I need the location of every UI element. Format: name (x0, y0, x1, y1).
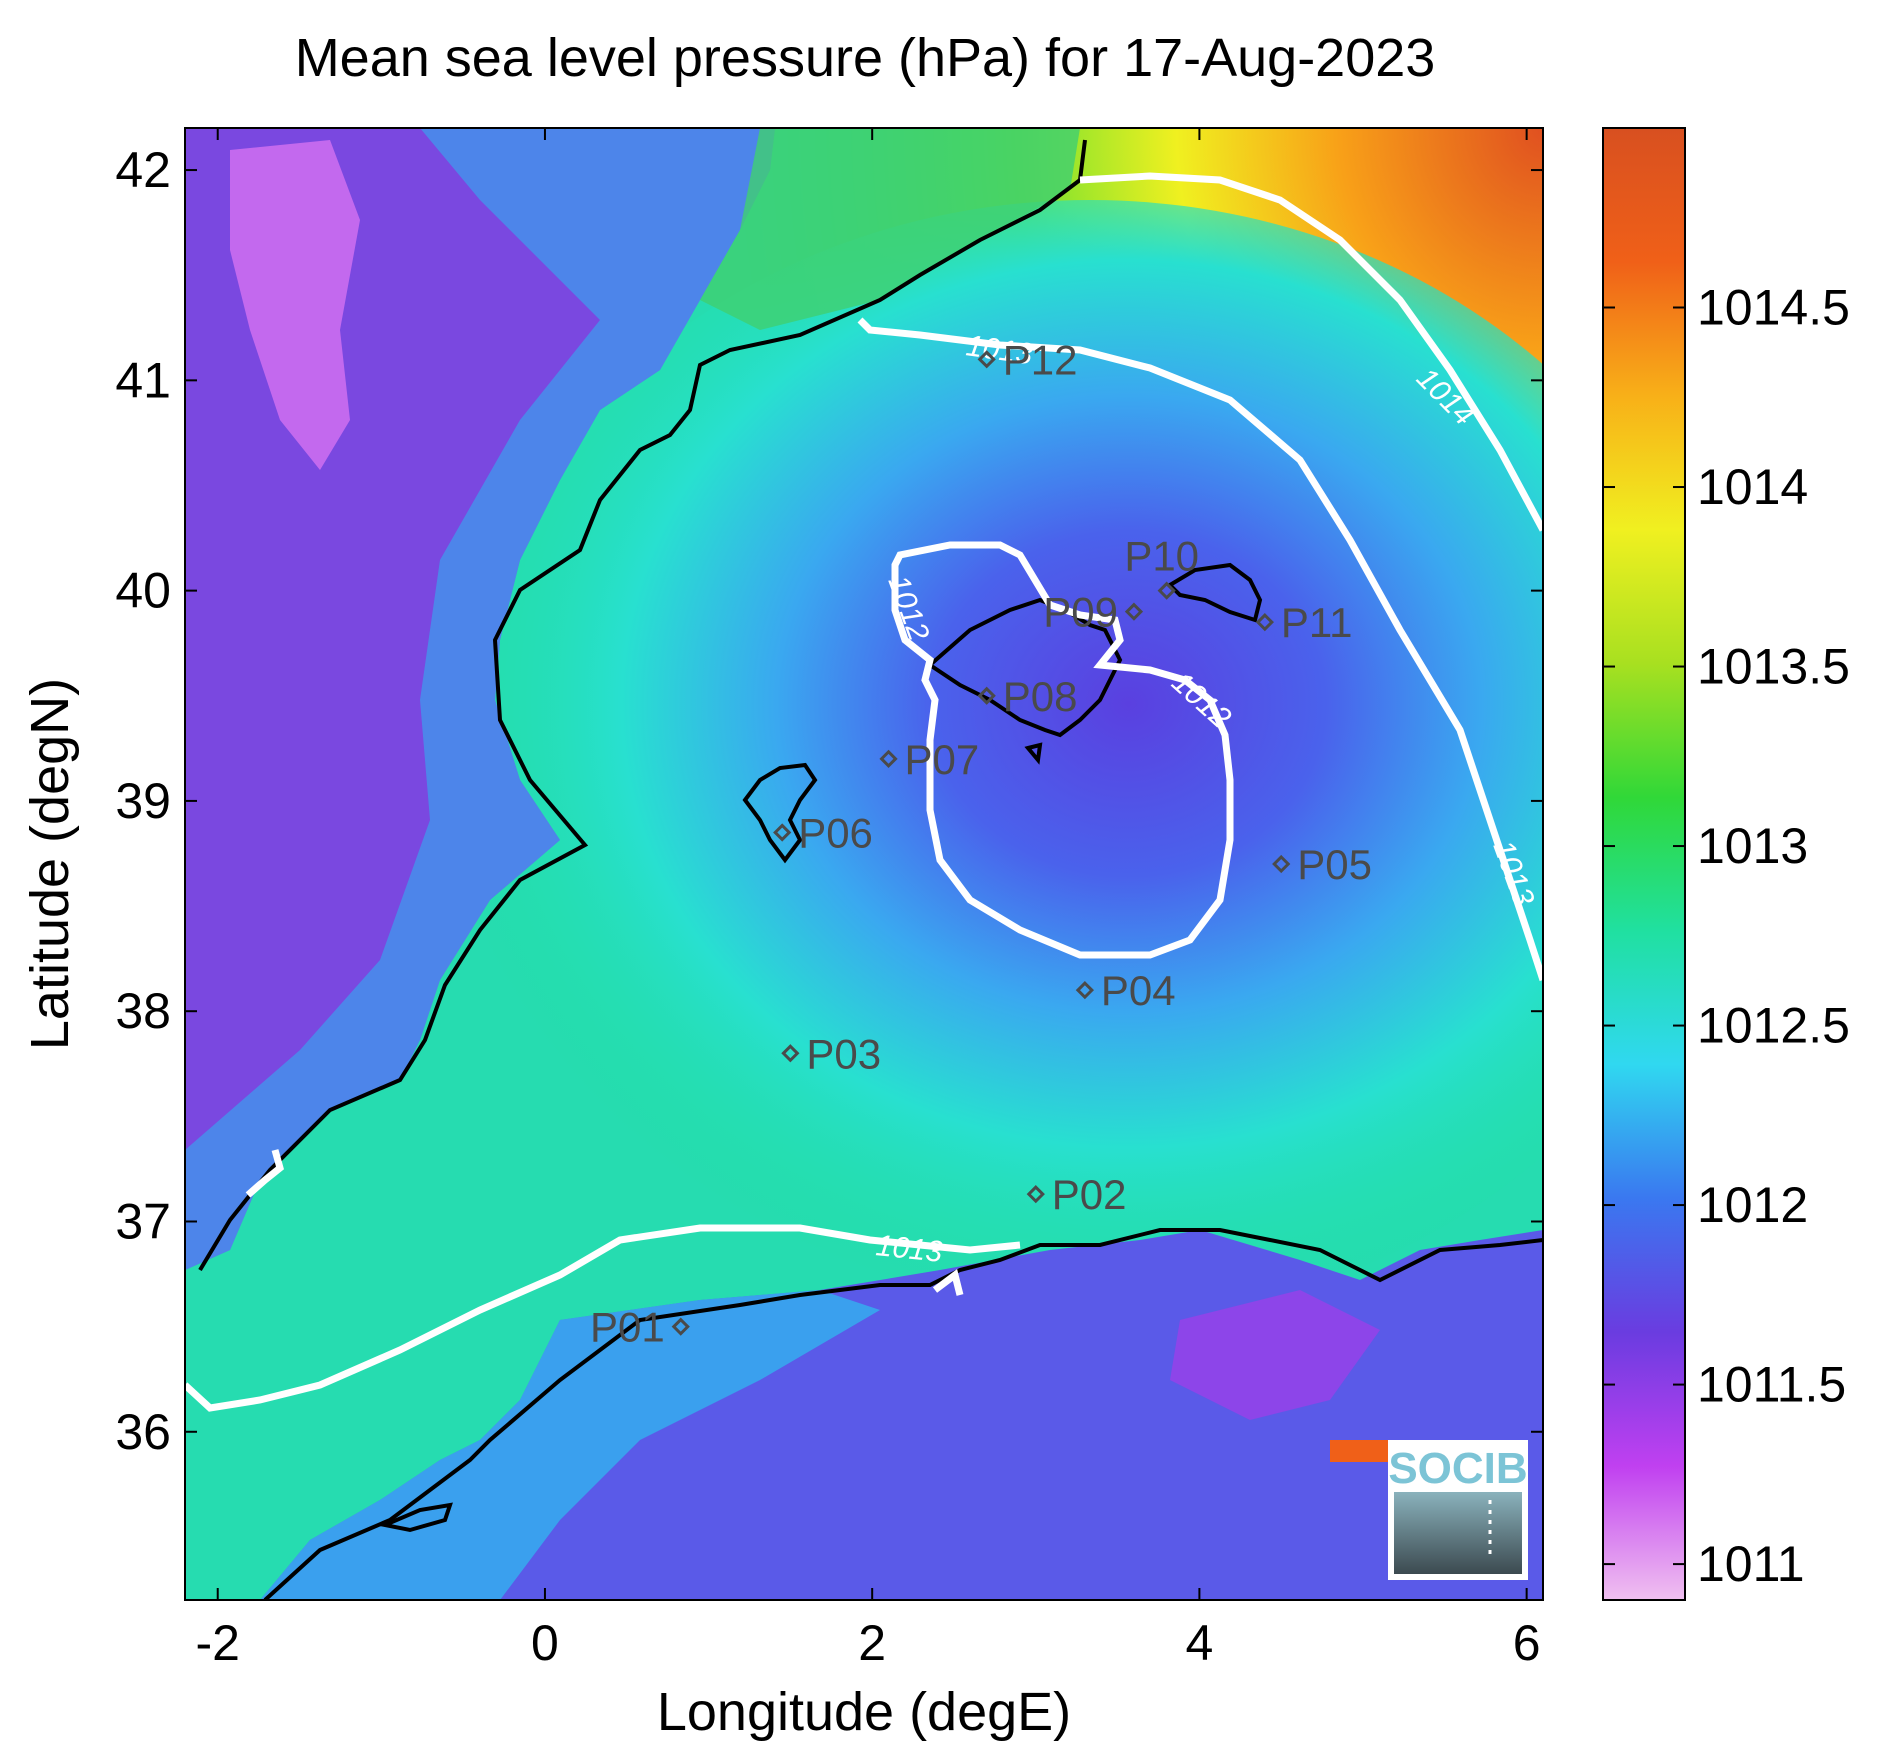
contour-label-1013-c: 1013 (874, 1229, 944, 1269)
colorbar-tick-label: 1013.5 (1697, 639, 1850, 695)
station-marker (1157, 581, 1176, 600)
x-tick-label: 4 (1186, 1615, 1214, 1671)
colorbar: 1011 1011.5 1012 1012.5 1013 1013.5 1014 1014.5 (1602, 127, 1850, 1601)
iberia-highland (230, 140, 360, 470)
x-axis: -2 0 2 4 6 (195, 128, 1541, 1671)
station-marker (773, 823, 792, 842)
colorbar-tick-label: 1014 (1697, 459, 1808, 515)
contour-1012-low (891, 541, 1234, 959)
station-label: P10 (1124, 533, 1199, 580)
x-tick-label: 6 (1513, 1615, 1541, 1671)
map-plot-area: 1012 1012 1013 1013 1013 1014 P01P02P03P… (185, 128, 1543, 1600)
africa-highland (1170, 1290, 1380, 1420)
socib-logo-image (1394, 1492, 1522, 1574)
ibiza-coastline (742, 762, 818, 864)
iberia-land-coast-band (185, 128, 775, 1270)
station-label: P08 (1003, 673, 1078, 720)
y-tick-label: 40 (115, 563, 171, 619)
mallorca-coastline (926, 597, 1123, 738)
colorbar-tick-label: 1014.5 (1697, 280, 1850, 336)
contour-1014 (1079, 172, 1543, 532)
station-label: P12 (1003, 336, 1078, 383)
colorbar-tick-label: 1012.5 (1697, 998, 1850, 1054)
colorbar-ticks: 1011 1011.5 1012 1012.5 1013 1013.5 1014 1014.5 (1603, 280, 1850, 1592)
station-marker (781, 1044, 800, 1063)
africa-coastline (263, 1228, 1543, 1600)
x-tick-label: 0 (531, 1615, 559, 1671)
iberia-coastline (198, 139, 1087, 1272)
coastlines (198, 139, 1543, 1600)
y-tick-label: 36 (115, 1404, 171, 1460)
y-tick-label: 38 (115, 983, 171, 1039)
station-marker (977, 350, 996, 369)
station-label: P11 (1281, 599, 1353, 646)
colorbar-tick-label: 1011.5 (1697, 1357, 1846, 1413)
colorbar-fill (1603, 128, 1685, 1600)
station-label: P05 (1297, 841, 1372, 888)
colorbar-tick-label: 1012 (1697, 1177, 1808, 1233)
station-marker (1075, 981, 1095, 1000)
menorca-coastline (1166, 562, 1263, 623)
map-frame (184, 127, 1544, 1601)
station-label: P01 (590, 1304, 665, 1351)
colorbar-frame (1602, 127, 1686, 1601)
station-marker (1124, 602, 1144, 621)
y-axis: 36 37 38 39 40 41 42 (115, 142, 1543, 1460)
station-label: P06 (798, 809, 873, 856)
x-axis-label: Longitude (degE) (657, 1682, 1071, 1742)
y-axis-label: Latitude (degN) (20, 678, 80, 1050)
contour-1013-south (185, 1224, 1021, 1412)
contour-1012-segment (245, 1149, 284, 1198)
station-label: P04 (1101, 967, 1176, 1014)
y-tick-label: 39 (115, 773, 171, 829)
socib-logo: SOCIB (1388, 1440, 1528, 1580)
africa-hot-spot (1330, 1440, 1390, 1462)
station-label: P03 (806, 1030, 881, 1077)
alboran-island-coastline (378, 1502, 453, 1533)
contour-1013-north (857, 317, 1543, 982)
station-marker (1255, 613, 1274, 632)
x-tick-label: -2 (195, 1615, 239, 1671)
station-marker (671, 1317, 690, 1336)
contours (185, 172, 1543, 1412)
colorbar-tick-label: 1011 (1697, 1536, 1805, 1592)
africa-coast-band (260, 1290, 880, 1600)
low-pressure-field (450, 200, 1543, 1320)
cabrera-coastline (1024, 742, 1043, 765)
station-marker (1272, 854, 1291, 874)
socib-logo-text: SOCIB (1388, 1444, 1527, 1493)
station-marker (879, 749, 898, 768)
station-label: P02 (1052, 1171, 1127, 1218)
catalonia-green (700, 128, 1080, 330)
x-tick-label: 2 (858, 1615, 886, 1671)
station-label: P07 (905, 736, 980, 783)
y-tick-label: 42 (115, 142, 171, 198)
station-marker (1026, 1185, 1045, 1204)
station-label: P09 (1043, 589, 1118, 636)
colorbar-tick-label: 1013 (1697, 818, 1808, 874)
station-marker (977, 686, 996, 705)
map-title: Mean sea level pressure (hPa) for 17-Aug… (295, 28, 1436, 88)
y-tick-label: 37 (115, 1193, 171, 1249)
contour-1013-segment (932, 1269, 964, 1296)
y-tick-label: 41 (115, 352, 171, 408)
